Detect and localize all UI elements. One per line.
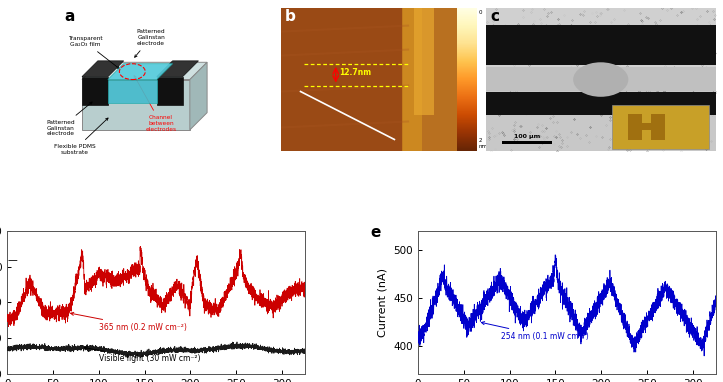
- Circle shape: [573, 62, 628, 97]
- Text: a: a: [65, 9, 75, 24]
- Text: Channel
between
electrodes: Channel between electrodes: [134, 76, 176, 132]
- Text: Transparent
Ga₂O₃ film: Transparent Ga₂O₃ film: [67, 36, 119, 69]
- Polygon shape: [157, 61, 199, 77]
- Polygon shape: [190, 62, 207, 130]
- Bar: [486, 92, 716, 115]
- Text: Patterned
Galinstan
electrode: Patterned Galinstan electrode: [134, 29, 166, 57]
- Bar: [422, 8, 476, 151]
- Bar: [630, 123, 665, 130]
- Bar: [612, 105, 709, 149]
- Bar: [651, 114, 665, 140]
- Bar: [414, 8, 434, 115]
- Bar: [486, 91, 716, 151]
- Bar: [486, 66, 716, 91]
- Text: 0: 0: [479, 10, 482, 15]
- Y-axis label: Current (nA): Current (nA): [378, 268, 388, 337]
- Polygon shape: [157, 77, 183, 105]
- Text: 254 nm (0.1 mW cm⁻²): 254 nm (0.1 mW cm⁻²): [482, 322, 589, 341]
- Text: 12.7nm: 12.7nm: [340, 68, 372, 77]
- Bar: [628, 114, 642, 140]
- Text: e: e: [370, 225, 381, 240]
- Polygon shape: [82, 61, 124, 77]
- Polygon shape: [82, 79, 190, 130]
- Text: 2
nm: 2 nm: [479, 138, 487, 149]
- Bar: [486, 25, 716, 65]
- Polygon shape: [402, 8, 476, 151]
- Text: 100 μm: 100 μm: [514, 134, 540, 139]
- Text: Patterned
Galinstan
electrode: Patterned Galinstan electrode: [46, 102, 92, 136]
- Text: c: c: [490, 9, 500, 24]
- Polygon shape: [108, 79, 157, 102]
- Bar: [486, 8, 716, 77]
- Polygon shape: [108, 64, 173, 79]
- Text: b: b: [285, 9, 296, 24]
- Text: Visible light (30 mW cm⁻²): Visible light (30 mW cm⁻²): [85, 347, 200, 363]
- Text: —: —: [7, 255, 17, 265]
- Text: Flexible PDMS
substrate: Flexible PDMS substrate: [54, 118, 108, 155]
- Bar: [281, 8, 408, 151]
- Text: 365 nm (0.2 mW cm⁻²): 365 nm (0.2 mW cm⁻²): [71, 312, 187, 332]
- Polygon shape: [82, 62, 207, 79]
- Polygon shape: [82, 77, 108, 105]
- Bar: [502, 141, 552, 144]
